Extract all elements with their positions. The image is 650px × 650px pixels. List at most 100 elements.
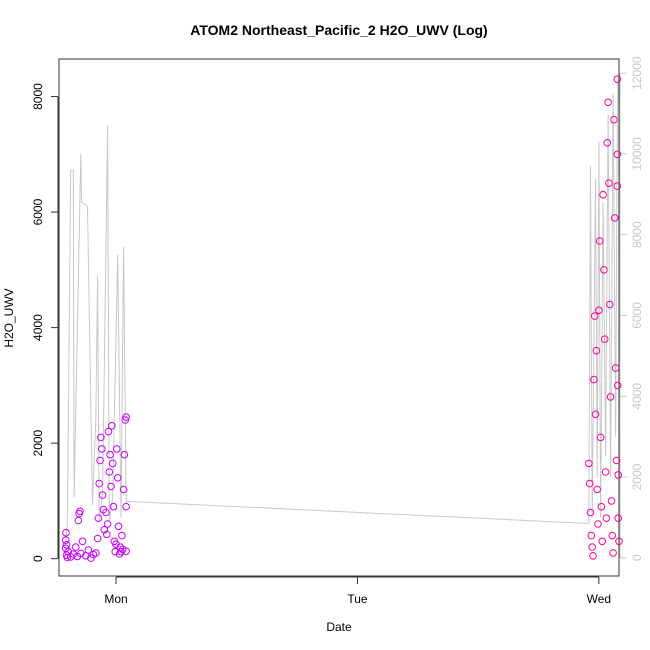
data-point [122,413,130,421]
data-point [114,522,123,531]
data-point [72,543,80,551]
y-right-tick-label: 6000 [630,302,644,329]
data-point [108,459,117,468]
data-point [95,479,103,488]
data-point [105,468,114,476]
data-point [118,531,126,540]
data-point [607,497,616,505]
data-point [613,75,622,83]
data-point [106,450,114,459]
data-point [122,502,130,511]
data-point [93,534,102,543]
data-point [589,552,597,560]
plot-frame [58,58,620,577]
x-tick-label: Wed [587,592,611,606]
data-point [601,468,610,476]
data-point [119,485,128,494]
data-point [109,502,118,511]
data-point [585,459,593,468]
data-point [587,531,596,540]
y-axis-label: H2O_UWV [2,288,16,347]
y-tick-label: 0 [31,555,45,562]
data-point [116,543,124,551]
data-point [122,547,130,556]
data-point [98,445,106,453]
data-point [92,549,100,557]
data-point [597,502,606,511]
data-point [595,237,604,245]
data-point [614,514,623,523]
data-point [593,485,602,494]
x-axis: Mon Tue Wed [104,576,611,606]
y-right-tick-label: 0 [630,554,644,561]
data-point [78,537,87,546]
data-point [98,491,107,499]
data-point [606,300,614,309]
y-right-tick-label: 2000 [630,463,644,490]
data-point [117,547,125,556]
y-right-tick-label: 12000 [630,56,644,90]
data-point [586,508,595,517]
data-point [594,520,602,528]
data-point [588,543,597,551]
y-axis-right: 0 2000 4000 6000 8000 10000 12000 [619,56,644,561]
y-axis: 0 2000 4000 6000 8000 [31,83,59,562]
data-point [604,98,612,107]
data-point [103,520,112,528]
data-point [608,531,617,540]
data-point [613,381,622,390]
data-point [97,433,105,442]
data-point [111,547,119,556]
data-point [598,537,607,546]
data-point [596,433,605,442]
data-point [609,549,617,557]
y-tick-label: 8000 [31,83,45,110]
y-tick-label: 4000 [31,314,45,341]
data-point [612,456,621,465]
data-point [84,546,93,554]
line-series [65,73,619,546]
data-point [600,335,609,344]
data-point [103,530,111,539]
data-point [62,528,70,537]
y-tick-label: 2000 [31,429,45,456]
data-point [120,450,129,459]
data-point [590,375,598,384]
y-tick-label: 6000 [31,198,45,225]
data-point [602,514,611,523]
data-point [613,182,622,190]
data-point [611,364,620,372]
x-axis-label: Date [326,620,352,634]
data-point [590,312,599,320]
data-point [104,427,113,436]
series-line [65,73,619,546]
data-point [94,514,103,523]
data-point [615,537,623,546]
data-point [100,526,109,534]
y-right-tick-label: 10000 [630,137,644,171]
data-point [62,541,71,549]
data-point [603,139,612,147]
y-right-tick-label: 8000 [630,221,644,248]
data-point [592,346,601,355]
data-point [61,536,70,545]
x-tick-label: Tue [347,592,368,606]
data-point [599,190,607,199]
data-point [591,410,600,419]
data-point [595,306,603,315]
y-right-tick-label: 4000 [630,383,644,410]
data-point [605,179,613,187]
data-point [74,516,83,525]
data-point [96,456,104,465]
data-point [107,482,115,491]
data-point [613,150,622,159]
chart-title: ATOM2 Northeast_Pacific_2 H2O_UWV (Log) [190,22,487,38]
data-point [606,393,615,401]
data-point [600,266,608,274]
data-point [102,508,110,517]
data-point [77,549,85,558]
data-point [113,445,121,453]
data-point [585,479,594,488]
data-point [611,214,619,222]
data-point [108,422,116,430]
